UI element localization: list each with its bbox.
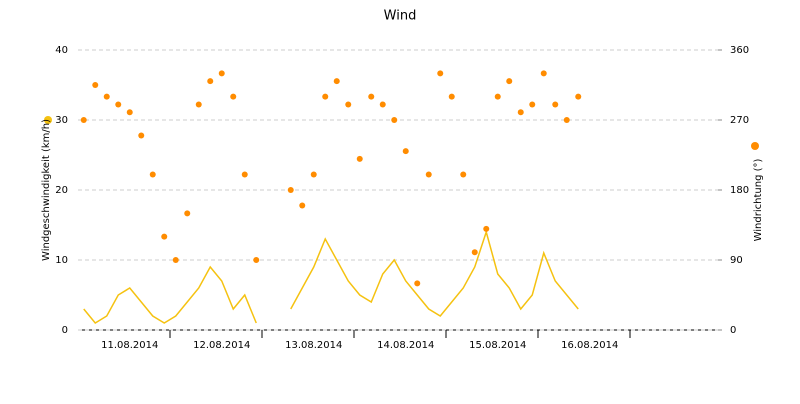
y-tick-label: 20 [55,185,68,196]
x-tick-label: 15.08.2014 [469,340,526,351]
direction-point [494,93,501,100]
x-tick-label: 12.08.2014 [193,340,250,351]
direction-point [230,93,237,100]
direction-point [115,101,122,108]
speed-line [83,229,579,324]
direction-point [80,117,87,123]
y2-tick-label: 90 [730,255,743,266]
direction-point [287,187,294,193]
direction-point [368,93,375,100]
direction-point [575,93,582,100]
y-tick-label: 0 [62,325,68,336]
legend-marker [751,142,759,150]
y-tick-label: 40 [55,45,68,56]
y2-tick-label: 360 [730,45,749,56]
direction-point [356,155,363,162]
direction-point [448,93,455,100]
legend-marker [44,116,52,124]
direction-point [207,78,214,85]
direction-point [437,70,444,77]
direction-point [218,70,225,77]
x-tick-label: 16.08.2014 [561,340,618,351]
direction-point [552,101,559,108]
direction-point [379,101,386,108]
direction-point [138,132,145,139]
x-tick-label: 13.08.2014 [285,340,342,351]
direction-point [126,109,133,116]
direction-point [149,171,156,178]
direction-point [103,93,110,100]
direction-point [540,70,547,77]
direction-point [506,78,513,85]
direction-point [184,210,191,217]
direction-point [172,257,179,263]
y-tick-label: 30 [55,115,68,126]
direction-point [529,101,536,108]
direction-point [402,148,409,155]
direction-point [161,233,168,240]
direction-point [414,280,421,287]
direction-point [425,171,432,178]
direction-point [471,249,478,256]
direction-point [391,117,398,123]
direction-point [563,117,570,123]
direction-point [241,171,248,178]
direction-point [310,171,317,178]
direction-point [460,171,467,178]
y-tick-label: 10 [55,255,68,266]
direction-point [299,202,306,209]
direction-point [322,93,329,100]
chart-title: Wind [384,9,417,24]
y2-axis-title: Windrichtung (°) [753,159,764,242]
direction-point [483,225,490,232]
direction-point [345,101,352,108]
x-tick-label: 11.08.2014 [101,340,158,351]
y-axis-title: Windgeschwindigkeit (km/h) [41,119,52,261]
y2-tick-label: 270 [730,115,749,126]
direction-point [195,101,202,108]
direction-point [333,78,340,85]
y2-tick-label: 180 [730,185,749,196]
direction-point [253,257,260,263]
direction-point [517,109,524,116]
direction-point [92,82,99,88]
y2-tick-label: 0 [730,325,736,336]
x-tick-label: 14.08.2014 [377,340,434,351]
